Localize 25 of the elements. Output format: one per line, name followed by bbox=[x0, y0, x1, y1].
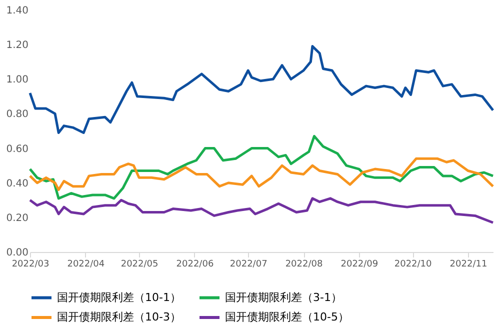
y-tick-label: 1.20 bbox=[6, 40, 28, 52]
x-tick-label: 2022/06 bbox=[176, 260, 214, 270]
x-tick-label: 2022/10 bbox=[394, 260, 432, 270]
line-series bbox=[28, 45, 494, 134]
line-series bbox=[28, 134, 494, 200]
x-tick-label: 2022/04 bbox=[67, 260, 105, 270]
y-tick-label: 1.00 bbox=[6, 74, 28, 86]
x-tick-label: 2022/08 bbox=[285, 260, 323, 270]
x-tick-label: 2022/09 bbox=[340, 260, 378, 270]
y-tick-label: 1.40 bbox=[6, 6, 28, 16]
y-tick-label: 0.00 bbox=[6, 248, 28, 258]
legend-label: 国开债期限利差（10-1） bbox=[57, 290, 181, 304]
legend-label: 国开债期限利差（3-1） bbox=[225, 290, 342, 304]
y-tick-label: 0.80 bbox=[6, 109, 28, 120]
legend-label: 国开债期限利差（10-5） bbox=[225, 310, 349, 324]
y-tick-label: 0.20 bbox=[6, 212, 28, 224]
y-tick-label: 0.60 bbox=[6, 144, 28, 155]
legend-label: 国开债期限利差（10-3） bbox=[57, 310, 181, 324]
x-tick-label: 2022/11 bbox=[450, 260, 488, 270]
line-series bbox=[28, 157, 494, 192]
x-tick-label: 2022/05 bbox=[120, 260, 158, 270]
x-tick-label: 2022/07 bbox=[230, 260, 268, 270]
x-tick-label: 2022/03 bbox=[12, 260, 50, 270]
line-series bbox=[28, 197, 494, 224]
y-tick-label: 0.40 bbox=[6, 178, 28, 190]
